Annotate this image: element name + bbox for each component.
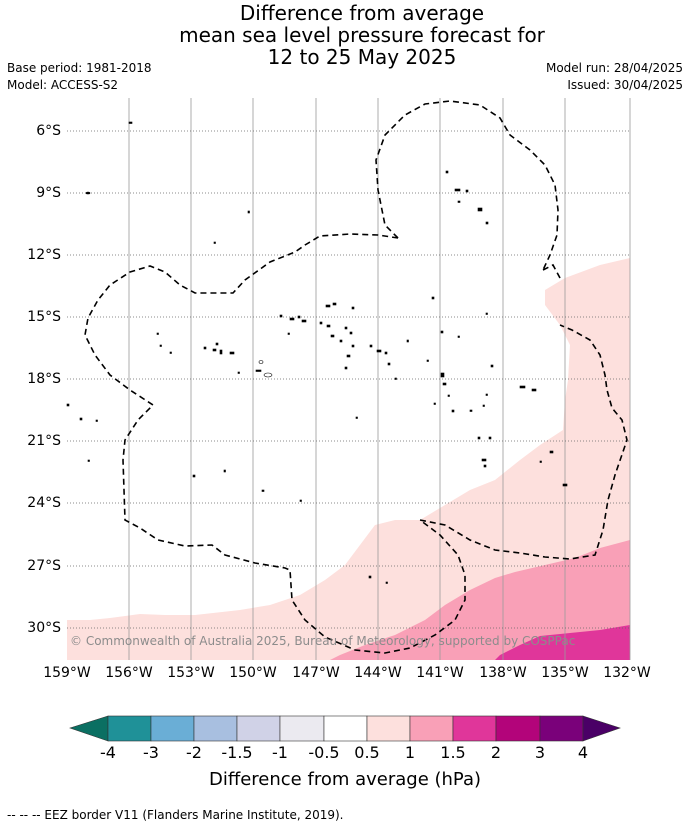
lon-label: 147°W [292,665,340,681]
colorbar-extend-high [582,715,621,742]
colorbar-tick-label: -4 [100,743,116,762]
colorbar-tick-label: -3 [143,743,159,762]
issued-date: Issued: 30/04/2025 [567,78,683,92]
lat-label: 21°S [27,433,61,449]
lat-label: 30°S [27,620,61,636]
metadata-left: Base period: 1981-2018 Model: ACCESS-S2 [7,60,152,94]
colorbar-extend-low [69,715,109,742]
colorbar-segment [452,715,497,742]
lon-label: 153°W [167,665,215,681]
lat-label: 6°S [36,123,61,139]
lon-label: 132°W [603,665,651,681]
colorbar-segment [539,715,584,742]
lat-label: 24°S [27,495,61,511]
colorbar-segment [495,715,541,742]
colorbar-tick-label: -0.5 [308,743,340,762]
colorbar-segment [323,715,368,742]
colorbar [69,715,621,742]
colorbar-segment [366,715,411,742]
eez-border [84,100,628,654]
model-run: Model run: 28/04/2025 [545,61,683,75]
base-period: Base period: 1981-2018 [7,61,152,75]
title-line-2: mean sea level pressure forecast for [179,23,545,47]
anomaly-zone-0.5-1 [67,258,630,660]
anomaly-zone-1-1.5 [330,540,630,660]
lon-label: 150°W [229,665,277,681]
lon-label: 156°W [105,665,153,681]
islands [66,121,568,584]
colorbar-title: Difference from average (hPa) [208,769,482,790]
title-line-1: Difference from average [239,1,485,25]
colorbar-segment [150,715,195,742]
lat-label: 15°S [27,309,61,325]
eez-legend-note: -- -- -- EEZ border V11 (Flanders Marine… [7,808,344,822]
colorbar-tick-label: 1 [404,743,416,762]
colorbar-segment [236,715,281,742]
lon-label: 135°W [541,665,589,681]
lat-gridlines [67,130,630,629]
lon-label: 141°W [416,665,464,681]
lat-label: 27°S [27,558,61,574]
map-title: Difference from average mean sea level p… [0,2,690,68]
lon-label: 138°W [479,665,527,681]
model-name: Model: ACCESS-S2 [7,78,119,92]
title-line-3: 12 to 25 May 2025 [267,45,457,69]
colorbar-tick-label: 1.5 [440,743,466,762]
anomaly-zone-1.5-2 [495,625,630,660]
colorbar-segment [193,715,238,742]
colorbar-tick-label: 0.5 [354,743,380,762]
colorbar-tick-label: 2 [490,743,502,762]
colorbar-tick-label: -2 [186,743,202,762]
lat-label: 12°S [27,247,61,263]
colorbar-segment [107,715,152,742]
lon-label: 159°W [43,665,91,681]
colorbar-tick-label: -1 [272,743,288,762]
colorbar-segment [409,715,454,742]
metadata-right: Model run: 28/04/2025 Issued: 30/04/2025 [546,60,683,94]
copyright-notice: © Commonwealth of Australia 2025, Bureau… [70,634,576,648]
colorbar-tick-label: -1.5 [221,743,253,762]
colorbar-segment [279,715,325,742]
lat-label: 18°S [27,371,61,387]
lat-label: 9°S [36,185,61,201]
colorbar-tick-label: 3 [534,743,546,762]
lon-label: 144°W [354,665,402,681]
anomaly-fill-layer [67,258,630,660]
colorbar-tick-label: 4 [577,743,589,762]
